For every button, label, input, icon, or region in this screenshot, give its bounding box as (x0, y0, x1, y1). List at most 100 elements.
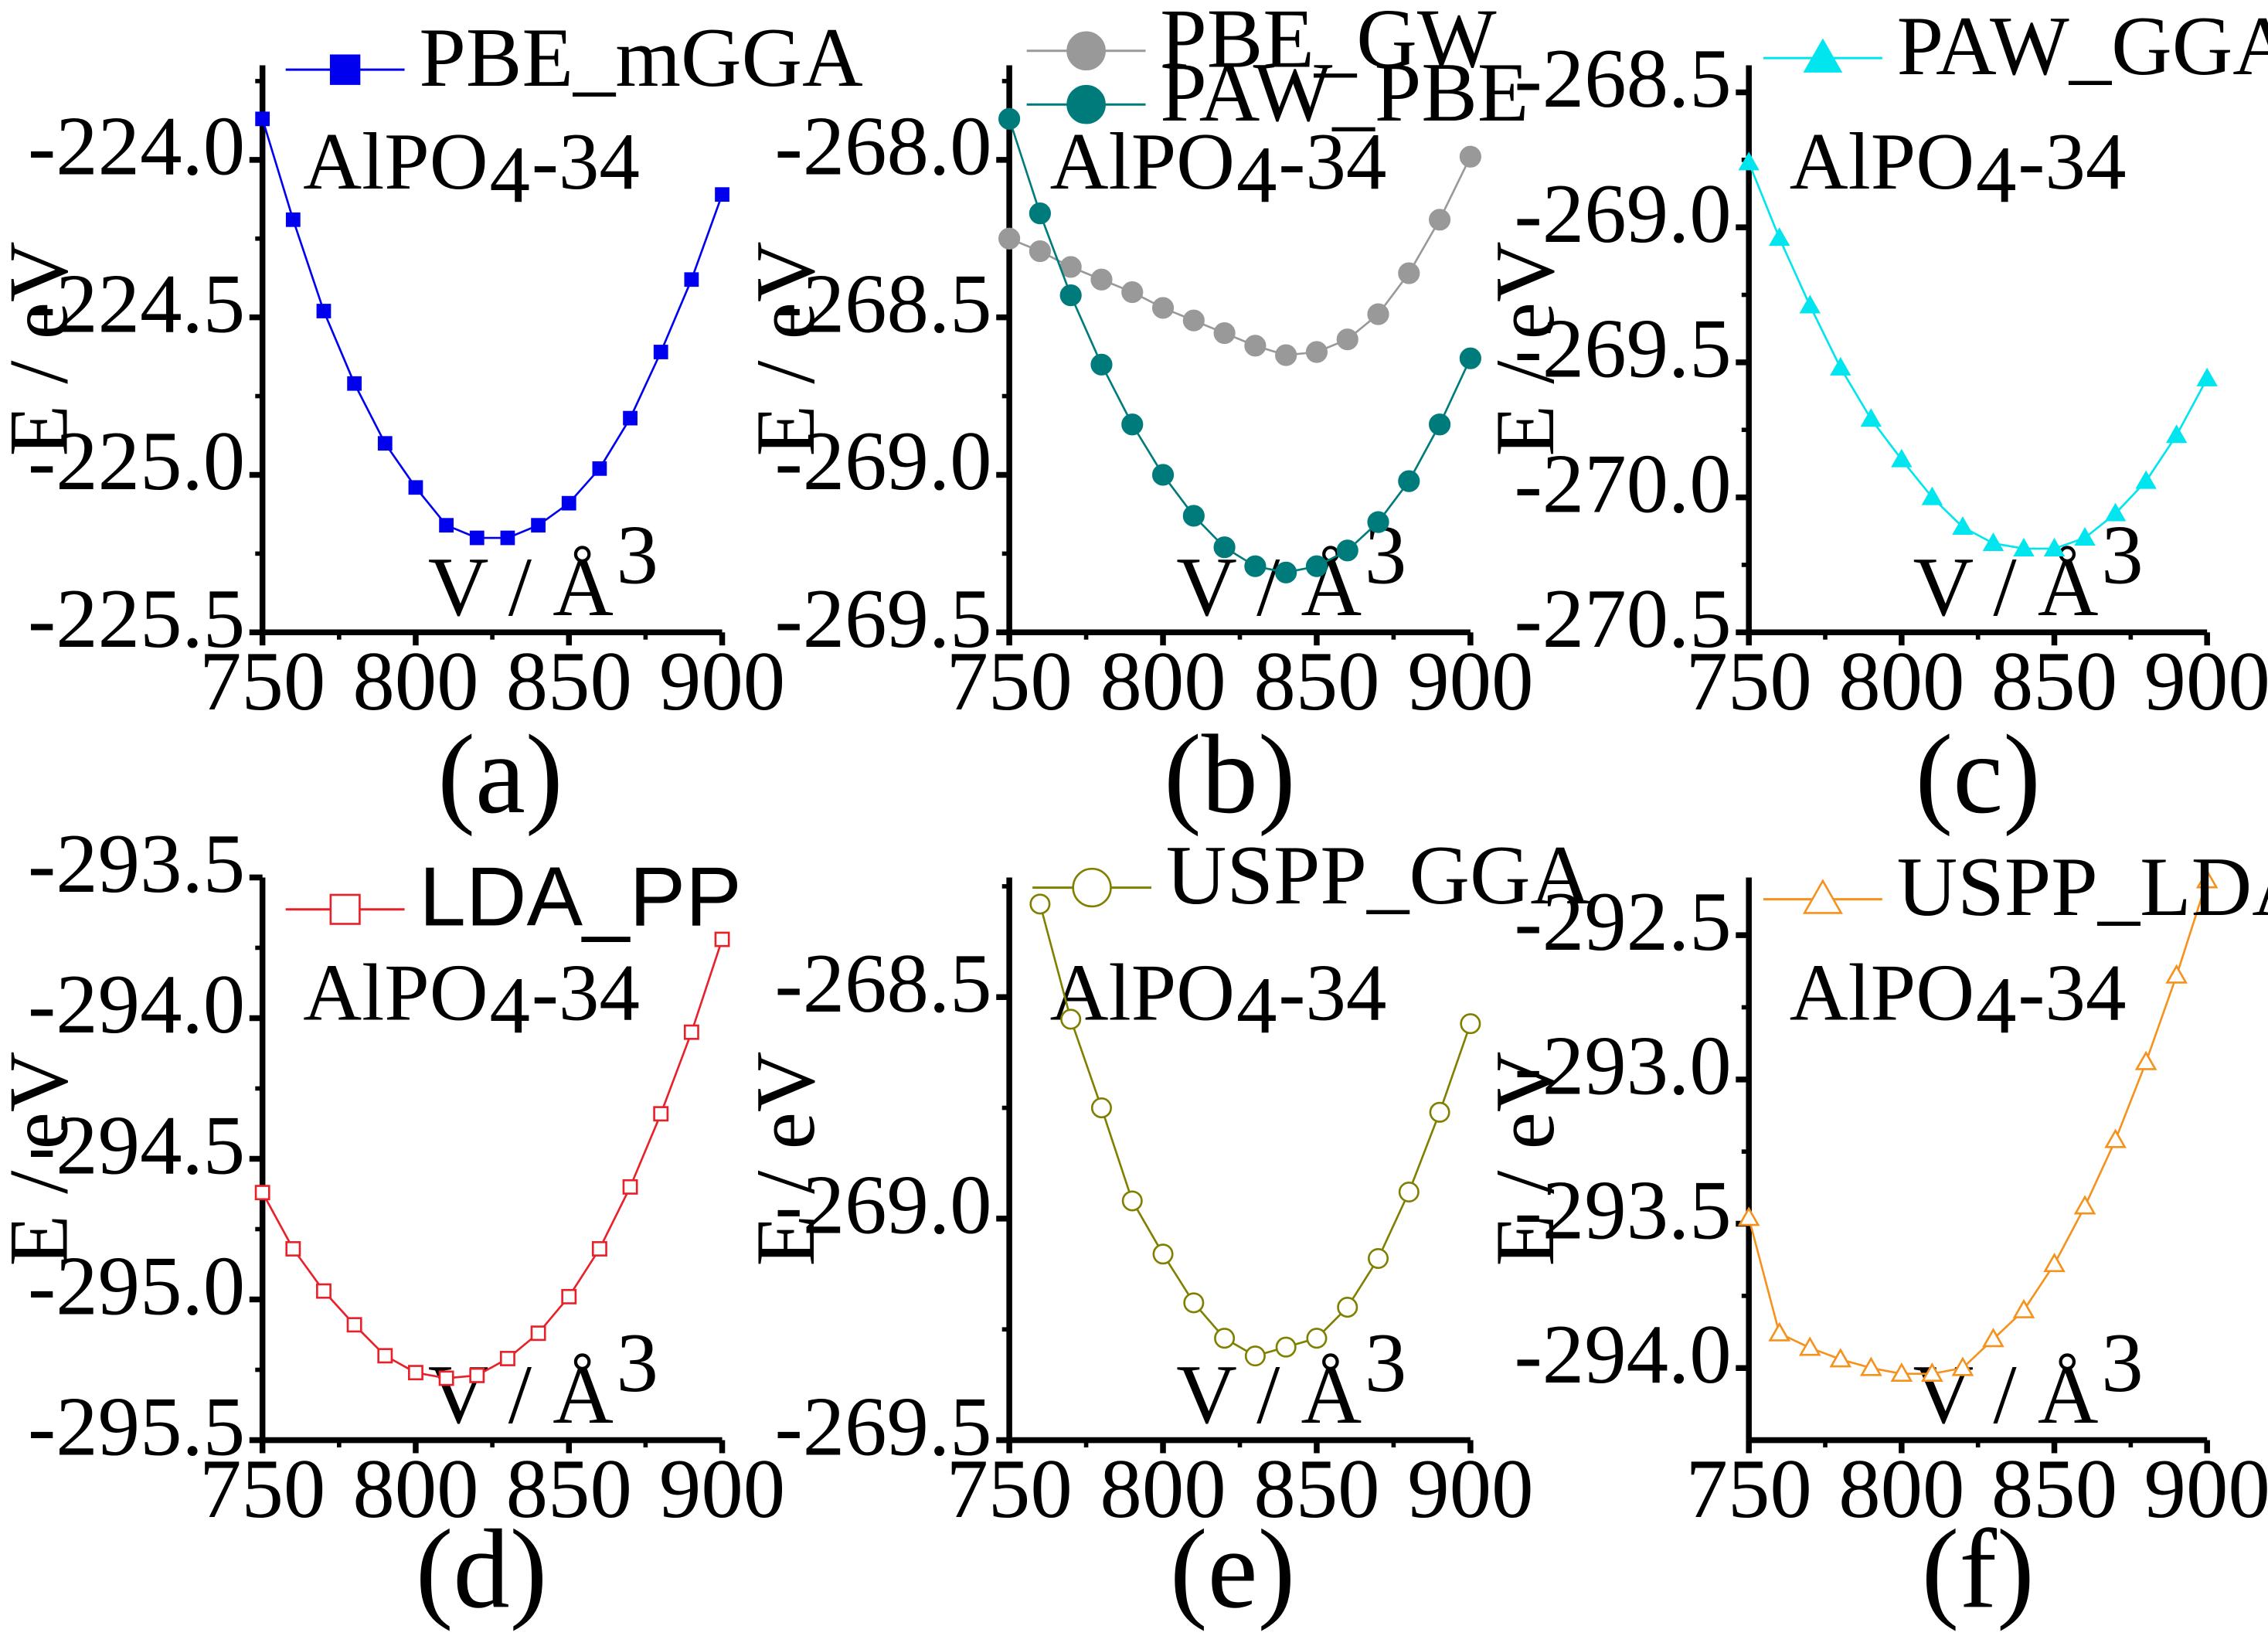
data-point (1183, 1292, 1205, 1314)
data-point (408, 1365, 423, 1381)
y-axis-label: E / eV (1478, 241, 1572, 456)
data-point (1121, 281, 1144, 304)
y-tick-label: -269.0 (774, 414, 991, 508)
x-axis-label: V / Å (1913, 540, 2099, 634)
x-tick-label: 900 (659, 634, 785, 728)
y-tick-label: -293.0 (1515, 1019, 1732, 1113)
x-tick-label: 750 (1686, 634, 1812, 728)
data-point (1152, 1243, 1174, 1265)
legend-marker (329, 54, 361, 85)
data-point (1738, 151, 1760, 171)
y-axis-label: E / eV (739, 1051, 832, 1266)
panel-letter: (e) (1170, 1506, 1295, 1631)
legend-marker (1803, 38, 1843, 73)
x-tick-label: 850 (506, 634, 632, 728)
series-lda-pp (254, 931, 730, 1386)
data-point (1151, 297, 1175, 319)
legend-item: PAW_PBE (1026, 46, 1528, 139)
annotation-label: AlPO (1050, 116, 1235, 206)
data-point (1059, 284, 1082, 307)
legend-item: USPP_LDA (1763, 840, 2268, 934)
data-point (1982, 532, 2004, 551)
legend-label: PAW_PBE (1160, 46, 1528, 139)
data-point (1951, 1356, 1974, 1376)
y-tick-label: -269.0 (1515, 167, 1732, 260)
panel-b: 750 800 850 900 -269.5 -269.0 -268.5 -268.0 E / … (739, 0, 1534, 837)
x-tick-label: 900 (659, 1442, 785, 1536)
x-tick-label: 900 (1407, 1442, 1533, 1536)
data-point (653, 345, 668, 359)
data-point (1921, 1362, 1943, 1383)
series-pbe-gw (998, 145, 1481, 366)
panel-letter: (c) (1915, 712, 2040, 837)
data-point (1244, 335, 1267, 357)
panel-c: 750 800 850 900 -270.5 -270.0 -269.5 -269.0 -268… (1478, 0, 2268, 837)
data-point (1398, 1181, 1420, 1203)
series-line (261, 118, 723, 539)
y-tick-label: -268.5 (774, 937, 991, 1030)
series-line (1747, 879, 2208, 1375)
x-axis-label: V / Å (428, 1348, 614, 1441)
data-point (2073, 1195, 2096, 1215)
panel-a: 750 800 850 900 -225.5 -225.0 -224.5 -224.0 E / … (0, 11, 863, 837)
annotation-subscript: 4 (1976, 129, 2017, 219)
series-line (261, 939, 723, 1379)
data-point (1460, 1013, 1481, 1035)
data-point (2013, 538, 2035, 556)
data-point (2196, 367, 2218, 386)
data-point (1151, 464, 1175, 486)
y-axis-label: E / eV (739, 241, 832, 456)
y-tick-label: -293.5 (1515, 1163, 1732, 1257)
data-point (285, 212, 301, 227)
data-point (1337, 1297, 1358, 1318)
data-point (1090, 353, 1113, 376)
data-point (561, 1288, 577, 1304)
data-point (1952, 516, 1974, 536)
x-tick-label: 750 (199, 1442, 325, 1536)
x-tick-label: 750 (946, 634, 1072, 728)
y-tick-label: -268.5 (774, 257, 991, 350)
data-point (1459, 347, 1481, 369)
x-tick-label: 750 (946, 1442, 1072, 1536)
legend-label: USPP_LDA (1897, 840, 2268, 934)
data-point (1890, 1362, 1913, 1383)
y-tick-label: -294.5 (28, 1098, 245, 1192)
annotation-tail: -34 (1278, 116, 1386, 206)
series-uspp-lda (1737, 869, 2219, 1383)
panel-letter: (b) (1164, 712, 1296, 837)
series-uspp-gga (1029, 893, 1481, 1367)
data-point (1367, 511, 1389, 533)
legend-marker (329, 893, 361, 925)
panel-f: 750 800 850 900 -294.0 -293.5 -293.0 -292.5 E / … (1478, 840, 2268, 1631)
data-point (1769, 227, 1790, 247)
x-tick-label: 800 (1838, 1442, 1964, 1536)
data-point (1090, 268, 1113, 291)
data-point (1891, 448, 1913, 468)
data-point (1429, 209, 1451, 231)
data-point (1029, 893, 1051, 915)
y-tick-label: -269.5 (1515, 302, 1732, 396)
data-point (1982, 1328, 2004, 1348)
data-point (316, 1283, 332, 1299)
data-point (2104, 502, 2127, 522)
y-axis-label: E / eV (0, 241, 85, 456)
data-point (1860, 408, 1882, 427)
annotation-tail: -34 (2018, 116, 2126, 206)
data-point (2195, 869, 2219, 889)
annotation-subscript: 4 (1236, 129, 1277, 219)
legend-marker (1072, 867, 1112, 908)
data-point (408, 480, 423, 495)
data-point (1090, 1097, 1112, 1119)
x-axis-label: V / Å (1913, 1348, 2099, 1441)
y-tick-label: -224.0 (28, 100, 245, 193)
x-axis-label-superscript: 3 (617, 1316, 658, 1410)
data-point (2104, 1128, 2127, 1148)
annotation-label: AlPO (1790, 947, 1974, 1037)
x-tick-label: 800 (352, 634, 478, 728)
data-point (1921, 486, 1943, 505)
data-point (1305, 341, 1328, 363)
data-point (591, 1241, 607, 1257)
data-point (998, 227, 1021, 250)
data-point (653, 1106, 669, 1122)
data-point (469, 530, 485, 546)
